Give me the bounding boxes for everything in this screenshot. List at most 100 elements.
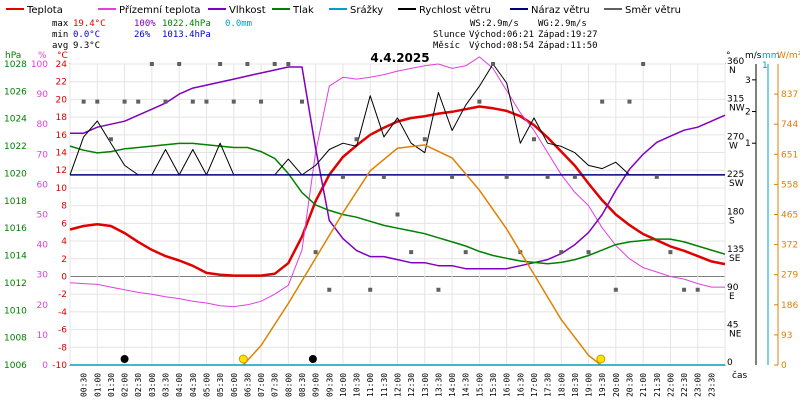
y-tick-temp: -6 [58, 326, 67, 336]
wind-direction-point [259, 99, 264, 104]
wind-direction-point [108, 137, 113, 142]
astro-block: WS:2.9m/s WG:2.9m/s Slunce Východ:06:21 … [433, 19, 598, 51]
wind-direction-point [272, 62, 277, 66]
wind-direction-point [682, 287, 687, 292]
wind-direction-point [504, 174, 509, 179]
y-tick-temp: -2 [58, 290, 67, 300]
y-tick-pct: 30 [37, 271, 49, 281]
axis-pct-label: % [38, 51, 47, 61]
y-tick-solar: 93 [781, 331, 792, 341]
y-tick-dir: 270 [727, 132, 744, 142]
sun-icon [596, 354, 606, 364]
x-tick-label: 14:00 [448, 373, 457, 397]
y-tick-solar: 186 [781, 301, 798, 311]
y-tick-solar: 372 [781, 241, 798, 251]
x-tick-label: 13:00 [421, 373, 430, 397]
stats-min-temp: 0.0°C [73, 30, 100, 40]
y-tick-pct: 50 [37, 211, 49, 221]
stats-min-hum: 26% [134, 30, 151, 40]
y-tick-pct: 60 [37, 180, 49, 190]
y-tick-hpa: 1014 [4, 252, 27, 262]
stats-max-temp: 19.4°C [73, 19, 106, 29]
series-line-p-zemn-teplota [69, 56, 725, 308]
wind-direction-point [218, 62, 223, 66]
y-tick-pct: 80 [37, 120, 49, 130]
stats-min-press: 1013.4hPa [162, 30, 211, 40]
y-tick-pct: 70 [37, 150, 49, 160]
wind-direction-point [436, 287, 441, 292]
astro-sun-set: Západ:19:27 [538, 30, 598, 40]
x-tick-label: 16:00 [503, 373, 512, 397]
series-line-vlhkost [70, 66, 726, 270]
y-tick-hpa: 1020 [4, 169, 27, 179]
x-tick-label: 19:30 [598, 373, 607, 397]
x-tick-label: 23:00 [694, 373, 703, 397]
wind-direction-point [600, 99, 605, 104]
x-tick-label: 23:30 [707, 373, 716, 397]
y-tick-dir-compass: SE [729, 254, 741, 264]
wind-direction-point [586, 250, 591, 255]
x-tick-label: 07:30 [271, 373, 280, 397]
x-tick-label: 01:00 [93, 373, 102, 397]
chart-title: 4.4.2025 [370, 51, 429, 65]
stats-min-label: min [52, 30, 68, 40]
stats-max-hum: 100% [134, 19, 156, 29]
x-tick-label: 04:30 [189, 373, 198, 397]
wind-direction-point [122, 99, 127, 104]
axis-wind-label: m/s [745, 51, 762, 61]
astro-wg: WG:2.9m/s [538, 19, 587, 29]
series-line-solar [242, 144, 602, 366]
wind-direction-point [381, 174, 386, 179]
y-tick-dir: 0 [727, 358, 733, 368]
x-tick-label: 08:00 [284, 373, 293, 397]
x-tick-label: 21:30 [653, 373, 662, 397]
y-tick-solar: 558 [781, 180, 798, 190]
y-tick-temp: 12 [56, 166, 67, 176]
y-tick-hpa: 1006 [4, 361, 27, 371]
wind-direction-point [286, 62, 291, 66]
stats-avg-label: avg [52, 41, 68, 51]
wind-direction-point [463, 250, 468, 255]
y-tick-hpa: 1018 [4, 197, 27, 207]
x-tick-label: 09:00 [312, 373, 321, 397]
x-tick-label: 16:30 [516, 373, 525, 397]
y-tick-dir-compass: NE [729, 329, 742, 339]
sun-icon [238, 354, 248, 364]
x-tick-label: 02:00 [121, 373, 130, 397]
y-tick-hpa: 1026 [4, 87, 27, 97]
wind-direction-point [327, 287, 332, 292]
wind-direction-point [491, 62, 496, 66]
y-tick-hpa: 1012 [4, 279, 27, 289]
y-tick-hpa: 1016 [4, 224, 27, 234]
wind-direction-point [299, 99, 304, 104]
x-tick-label: 10:00 [339, 373, 348, 397]
x-tick-label: 14:30 [462, 373, 471, 397]
wind-direction-point [231, 99, 236, 104]
wind-direction-point [477, 99, 482, 104]
legend-prizemni-teplota: Přízemní teplota [119, 4, 201, 16]
y-tick-dir: 90 [727, 283, 739, 293]
wind-direction-point [545, 174, 550, 179]
wind-direction-point [531, 137, 536, 142]
y-tick-wind: 2 [745, 108, 751, 118]
wind-direction-point [368, 287, 373, 292]
x-tick-label: 03:00 [148, 373, 157, 397]
y-tick-pct: 100 [31, 60, 48, 70]
x-tick-label: 22:30 [680, 373, 689, 397]
wind-direction-point [190, 99, 195, 104]
x-tick-label: 03:30 [162, 373, 171, 397]
y-tick-dir: 225 [727, 170, 744, 180]
legend-rychlost-vetru: Rychlost větru [419, 4, 491, 16]
wind-direction-point [81, 99, 86, 104]
wind-direction-point [450, 174, 455, 179]
y-tick-dir: 360 [727, 57, 744, 67]
legend-tlak: Tlak [292, 5, 314, 16]
wind-direction-point [668, 250, 673, 255]
y-tick-dir-compass: W [729, 141, 738, 151]
x-tick-label: 05:30 [216, 373, 225, 397]
x-tick-label: 21:00 [639, 373, 648, 397]
astro-moon-rise: Východ:08:54 [469, 41, 534, 51]
wind-direction-point [163, 99, 168, 104]
y-tick-hpa: 1008 [4, 334, 27, 344]
